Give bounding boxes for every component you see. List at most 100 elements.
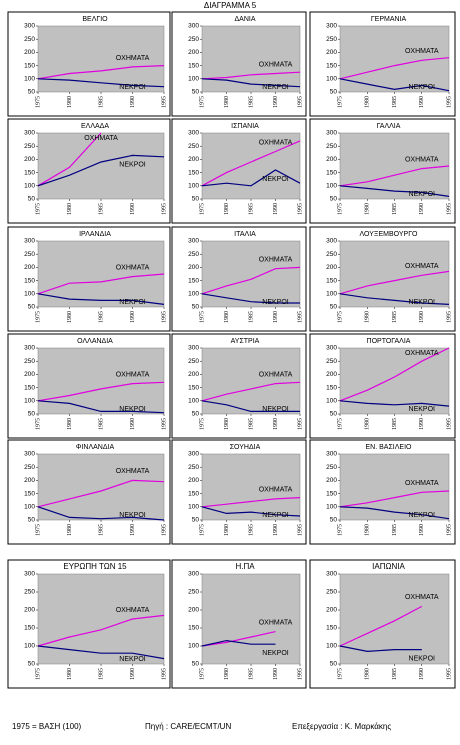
series-line <box>339 400 450 407</box>
y-tick-label: 300 <box>24 130 35 137</box>
x-tick-label: 1995 <box>446 524 452 536</box>
series-label: ΝΕΚΡΟΙ <box>119 299 146 306</box>
panel-title: ΦΙΝΛΑΝΔΙΑ <box>76 444 115 451</box>
x-tick-label: 1985 <box>392 524 398 536</box>
y-tick-label: 100 <box>188 76 199 83</box>
x-tick-label: 1985 <box>98 524 104 536</box>
series-label: ΝΕΚΡΟΙ <box>119 406 146 413</box>
x-tick-label: 1975 <box>35 668 41 680</box>
y-tick-label: 300 <box>24 23 35 30</box>
series-label: ΝΕΚΡΟΙ <box>409 406 436 413</box>
y-tick-label: 100 <box>326 291 337 298</box>
x-tick-label: 1990 <box>130 203 136 215</box>
y-tick-label: 150 <box>24 490 35 497</box>
x-tick-label: 1975 <box>199 311 205 323</box>
series-label: ΟΧΗΜΑΤΑ <box>405 350 439 357</box>
y-tick-label: 250 <box>326 36 337 43</box>
series-label: ΝΕΚΡΟΙ <box>262 512 289 519</box>
series-label: ΝΕΚΡΟΙ <box>262 299 289 306</box>
series-line <box>37 132 102 187</box>
y-tick-label: 150 <box>24 384 35 391</box>
series-label: ΟΧΗΜΑΤΑ <box>116 264 150 271</box>
y-tick-label: 200 <box>24 607 35 614</box>
series-line <box>339 490 450 508</box>
x-tick-label: 1980 <box>224 668 230 680</box>
plot-area <box>37 453 165 521</box>
y-tick-label: 150 <box>326 277 337 284</box>
y-tick-label: 300 <box>188 238 199 245</box>
x-tick-label: 1980 <box>365 524 371 536</box>
y-tick-label: 250 <box>24 464 35 471</box>
x-tick-label: 1985 <box>98 311 104 323</box>
y-tick-label: 50 <box>28 304 36 311</box>
series-label: ΝΕΚΡΟΙ <box>262 406 289 413</box>
y-tick-label: 300 <box>188 23 199 30</box>
x-tick-label: 1990 <box>419 524 425 536</box>
x-tick-label: 1985 <box>392 668 398 680</box>
x-tick-label: 1975 <box>199 418 205 430</box>
plot-area <box>201 132 301 200</box>
y-tick-label: 100 <box>24 291 35 298</box>
y-tick-label: 150 <box>188 62 199 69</box>
y-tick-label: 100 <box>24 183 35 190</box>
y-tick-label: 100 <box>24 504 35 511</box>
x-tick-label: 1990 <box>419 96 425 108</box>
x-tick-label: 1985 <box>98 418 104 430</box>
x-tick-label: 1995 <box>446 203 452 215</box>
y-tick-label: 200 <box>24 371 35 378</box>
panel-title: ΓΕΡΜΑΝΙΑ <box>371 16 407 23</box>
panel: ΕΥΡΩΠΗ ΤΩΝ 15 50 100 150 200 250 300 1975 1980 19… <box>7 559 171 689</box>
x-tick-label: 1975 <box>199 96 205 108</box>
x-tick-label: 1990 <box>419 418 425 430</box>
y-tick-label: 150 <box>188 169 199 176</box>
y-tick-label: 50 <box>192 517 200 524</box>
series-label: ΟΧΗΜΑΤΑ <box>405 48 439 55</box>
y-tick-label: 50 <box>192 661 200 668</box>
series-label: ΟΧΗΜΑΤΑ <box>259 371 293 378</box>
y-tick-label: 250 <box>188 358 199 365</box>
series-line <box>201 506 301 517</box>
panel-title: ΙΤΑΛΙΑ <box>234 231 256 238</box>
y-tick-label: 50 <box>330 517 338 524</box>
panel: ΙΤΑΛΙΑ 50 100 150 200 250 300 1975 1980 1985 1990 1… <box>171 226 307 332</box>
series-line <box>339 506 450 520</box>
x-tick-label: 1995 <box>446 418 452 430</box>
y-tick-label: 50 <box>330 89 338 96</box>
y-tick-label: 300 <box>24 238 35 245</box>
x-tick-label: 1995 <box>161 418 167 430</box>
series-line <box>37 614 165 647</box>
series-line <box>339 165 450 187</box>
y-tick-label: 200 <box>24 477 35 484</box>
series-label: ΟΧΗΜΑΤΑ <box>116 607 150 614</box>
x-tick-label: 1975 <box>35 524 41 536</box>
plot-area <box>37 573 165 665</box>
x-tick-label: 1995 <box>297 203 303 215</box>
y-tick-label: 200 <box>326 477 337 484</box>
y-tick-label: 100 <box>326 643 337 650</box>
series-label: ΟΧΗΜΑΤΑ <box>259 619 293 626</box>
y-tick-label: 250 <box>188 464 199 471</box>
series-label: ΟΧΗΜΑΤΑ <box>405 156 439 163</box>
series-line <box>201 266 301 295</box>
x-tick-label: 1985 <box>98 96 104 108</box>
y-tick-label: 50 <box>192 89 200 96</box>
x-tick-label: 1975 <box>337 418 343 430</box>
y-tick-label: 150 <box>24 169 35 176</box>
panel: ΛΟΥΞΕΜΒΟΥΡΓΟ 50 100 150 200 250 300 1975 1980 198… <box>309 226 456 332</box>
panel: ΟΛΛΑΝΔΙΑ 50 100 150 200 250 300 1975 1980 1985 199… <box>7 333 171 439</box>
series-line <box>37 293 165 305</box>
x-tick-label: 1990 <box>273 524 279 536</box>
series-line <box>201 71 301 80</box>
x-tick-label: 1985 <box>248 668 254 680</box>
x-tick-label: 1985 <box>392 418 398 430</box>
y-tick-label: 300 <box>188 451 199 458</box>
x-tick-label: 1995 <box>446 96 452 108</box>
x-tick-label: 1980 <box>365 96 371 108</box>
y-tick-label: 250 <box>326 143 337 150</box>
y-tick-label: 300 <box>24 345 35 352</box>
series-label: ΟΧΗΜΑΤΑ <box>259 487 293 494</box>
series-label: ΟΧΗΜΑΤΑ <box>405 480 439 487</box>
y-tick-label: 250 <box>24 589 35 596</box>
panel-title: ΕΝ. ΒΑΣΙΛΕΙΟ <box>366 444 413 451</box>
